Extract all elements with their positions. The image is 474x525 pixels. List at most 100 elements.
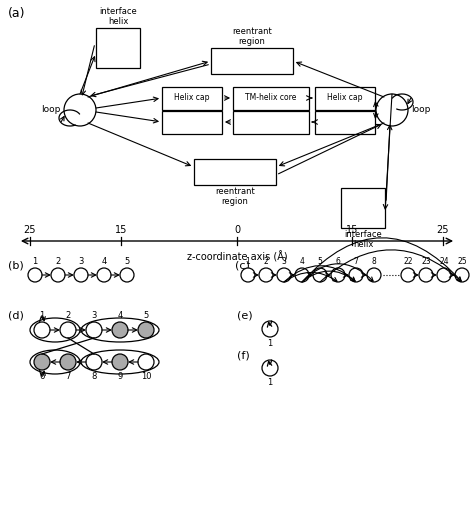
FancyBboxPatch shape: [162, 110, 222, 133]
Text: reentrant
region: reentrant region: [215, 187, 255, 206]
Circle shape: [34, 322, 50, 338]
Text: 23: 23: [421, 257, 431, 266]
Circle shape: [138, 354, 154, 370]
Circle shape: [34, 354, 50, 370]
Text: interface
helix: interface helix: [344, 230, 382, 249]
Text: Helix cap: Helix cap: [174, 93, 210, 102]
Text: (e): (e): [237, 310, 253, 320]
Circle shape: [86, 354, 102, 370]
Text: loop: loop: [411, 106, 430, 114]
Circle shape: [376, 94, 408, 126]
Text: 3: 3: [78, 257, 84, 266]
Circle shape: [331, 268, 345, 282]
FancyArrowPatch shape: [284, 266, 355, 282]
FancyBboxPatch shape: [96, 28, 140, 68]
FancyArrowPatch shape: [40, 316, 46, 322]
FancyArrowPatch shape: [302, 264, 373, 282]
Text: 25: 25: [457, 257, 467, 266]
Text: 1: 1: [39, 311, 45, 320]
Circle shape: [313, 268, 327, 282]
Text: Helix cap: Helix cap: [327, 93, 363, 102]
Circle shape: [112, 354, 128, 370]
Circle shape: [120, 268, 134, 282]
Text: TM-helix core: TM-helix core: [246, 93, 297, 102]
Text: 4: 4: [300, 257, 304, 266]
Circle shape: [437, 268, 451, 282]
FancyBboxPatch shape: [315, 110, 375, 133]
Circle shape: [64, 94, 96, 126]
Circle shape: [349, 268, 363, 282]
Text: 1: 1: [267, 378, 273, 387]
Circle shape: [138, 322, 154, 338]
Text: 15: 15: [346, 225, 358, 235]
Text: 8: 8: [372, 257, 376, 266]
Text: 1: 1: [32, 257, 37, 266]
FancyArrowPatch shape: [302, 238, 461, 282]
Text: 5: 5: [143, 311, 149, 320]
Text: 5: 5: [124, 257, 129, 266]
Text: 4: 4: [118, 311, 123, 320]
Circle shape: [241, 268, 255, 282]
Text: 2: 2: [65, 311, 71, 320]
FancyBboxPatch shape: [211, 48, 293, 74]
Text: reentrant
region: reentrant region: [232, 27, 272, 46]
Circle shape: [259, 268, 273, 282]
Text: (c): (c): [235, 260, 250, 270]
Text: 22: 22: [403, 257, 413, 266]
Text: 0: 0: [234, 225, 240, 235]
FancyArrowPatch shape: [40, 370, 46, 376]
FancyBboxPatch shape: [341, 188, 385, 228]
FancyBboxPatch shape: [162, 87, 222, 110]
Text: (b): (b): [8, 260, 24, 270]
Text: 8: 8: [91, 372, 97, 381]
Text: 24: 24: [439, 257, 449, 266]
Circle shape: [455, 268, 469, 282]
Text: loop: loop: [42, 106, 61, 114]
Circle shape: [277, 268, 291, 282]
Text: 1: 1: [267, 339, 273, 348]
Circle shape: [51, 268, 65, 282]
FancyArrowPatch shape: [284, 272, 337, 282]
FancyArrowPatch shape: [267, 321, 272, 327]
Text: 4: 4: [101, 257, 107, 266]
Circle shape: [60, 354, 76, 370]
FancyArrowPatch shape: [267, 360, 272, 366]
Circle shape: [367, 268, 381, 282]
Text: 6: 6: [336, 257, 340, 266]
Circle shape: [112, 322, 128, 338]
Circle shape: [60, 322, 76, 338]
Circle shape: [28, 268, 42, 282]
Circle shape: [262, 321, 278, 337]
Text: 3: 3: [282, 257, 286, 266]
Text: 3: 3: [91, 311, 97, 320]
Circle shape: [419, 268, 433, 282]
Text: 25: 25: [24, 225, 36, 235]
Circle shape: [401, 268, 415, 282]
Text: 7: 7: [354, 257, 358, 266]
Text: 10: 10: [141, 372, 151, 381]
Text: 6: 6: [39, 372, 45, 381]
Text: (f): (f): [237, 350, 250, 360]
Text: (d): (d): [8, 310, 24, 320]
Circle shape: [262, 360, 278, 376]
Text: 9: 9: [118, 372, 123, 381]
Circle shape: [97, 268, 111, 282]
Text: z-coordinate axis (Å): z-coordinate axis (Å): [187, 251, 287, 262]
FancyBboxPatch shape: [194, 159, 276, 185]
Text: (a): (a): [8, 7, 26, 20]
FancyArrowPatch shape: [302, 271, 355, 282]
FancyBboxPatch shape: [233, 87, 309, 110]
Circle shape: [74, 268, 88, 282]
Text: 1: 1: [246, 257, 250, 266]
Text: 25: 25: [437, 225, 449, 235]
Text: 5: 5: [318, 257, 322, 266]
Text: interface
helix: interface helix: [99, 7, 137, 26]
FancyBboxPatch shape: [233, 110, 309, 133]
Circle shape: [295, 268, 309, 282]
FancyBboxPatch shape: [315, 87, 375, 110]
Text: 2: 2: [264, 257, 268, 266]
Text: 2: 2: [55, 257, 61, 266]
Text: 15: 15: [115, 225, 127, 235]
Text: 7: 7: [65, 372, 71, 381]
FancyArrowPatch shape: [320, 250, 461, 282]
